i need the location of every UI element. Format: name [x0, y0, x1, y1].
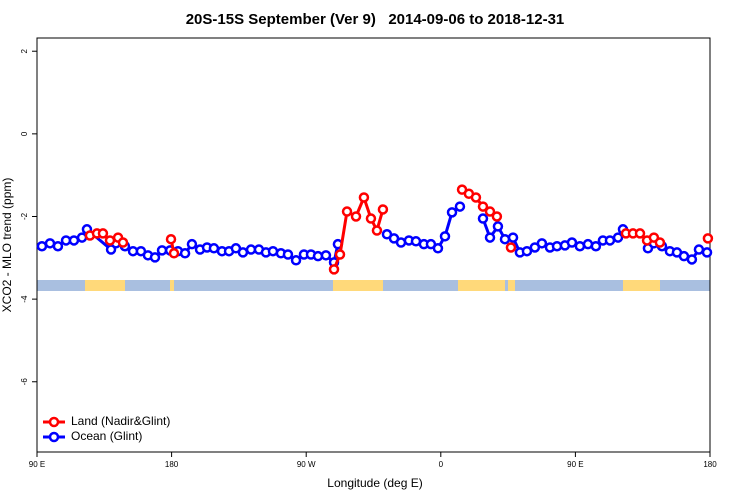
data-point: [179, 248, 191, 259]
x-tick-label: 90 E: [29, 460, 45, 469]
x-tick-label: 90 E: [567, 460, 583, 469]
y-tick-label: 2: [20, 48, 29, 53]
y-tick-label: -2: [20, 212, 29, 220]
data-point: [477, 213, 489, 224]
data-point: [186, 238, 198, 250]
land-band: [333, 280, 383, 291]
data-point: [358, 192, 370, 203]
data-point: [208, 243, 220, 254]
y-tick-label: 0: [20, 131, 29, 136]
data-point: [237, 247, 249, 258]
data-point: [484, 206, 496, 217]
legend-label: Ocean (Glint): [71, 429, 142, 443]
chart-title: 20S-15S September (Ver 9) 2014-09-06 to …: [186, 11, 565, 28]
data-point: [432, 243, 444, 254]
data-point: [470, 192, 482, 203]
data-point: [36, 240, 48, 252]
data-point: [365, 213, 377, 224]
data-point: [156, 245, 168, 256]
data-point: [654, 237, 666, 248]
data-point: [499, 233, 511, 245]
data-point: [454, 201, 466, 212]
data-point: [97, 228, 109, 239]
data-point: [590, 240, 602, 252]
y-axis-label: XCO2 - MLO trend (ppm): [0, 178, 14, 313]
data-point: [612, 232, 624, 243]
data-point: [507, 232, 519, 243]
data-point: [446, 207, 458, 218]
data-point: [536, 238, 548, 249]
data-point: [377, 204, 389, 215]
data-point: [165, 233, 177, 245]
data-point: [701, 247, 713, 258]
data-point: [574, 240, 586, 252]
data-point: [334, 249, 346, 260]
data-point: [484, 232, 496, 243]
data-point: [492, 221, 504, 232]
land-band: [508, 280, 515, 291]
data-point: [320, 250, 332, 261]
y-tick-label: -6: [20, 378, 29, 386]
x-tick-label: 90 W: [297, 460, 316, 469]
data-point: [149, 252, 161, 263]
surface-strip: [37, 280, 710, 291]
data-point: [328, 264, 340, 275]
data-point: [491, 211, 503, 222]
land-band: [458, 280, 505, 291]
data-point: [604, 235, 616, 246]
land-band: [170, 280, 174, 291]
x-tick-label: 180: [165, 460, 179, 469]
data-point: [686, 254, 698, 265]
legend-label: Land (Nadir&Glint): [71, 414, 170, 428]
legend-marker: [48, 431, 60, 443]
data-point: [52, 240, 64, 252]
land-band: [85, 280, 125, 291]
data-point: [477, 201, 489, 212]
data-point: [505, 242, 517, 253]
data-point: [566, 237, 578, 248]
data-point: [371, 225, 383, 236]
legend-marker: [48, 416, 60, 428]
land-band: [623, 280, 660, 291]
data-point: [521, 245, 533, 257]
data-point: [350, 211, 362, 222]
data-point: [290, 255, 302, 266]
x-tick-label: 180: [703, 460, 717, 469]
data-point: [282, 249, 294, 260]
data-point: [168, 248, 180, 259]
data-point: [634, 228, 646, 239]
data-point: [117, 237, 129, 248]
x-axis-label: Longitude (deg E): [327, 476, 422, 490]
y-tick-label: -4: [20, 295, 29, 303]
data-point: [439, 231, 451, 242]
x-tick-label: 0: [439, 460, 444, 469]
data-point: [68, 235, 80, 246]
data-point: [341, 206, 353, 217]
data-point: [104, 235, 116, 246]
data-point: [702, 233, 714, 244]
data-point: [693, 244, 705, 255]
